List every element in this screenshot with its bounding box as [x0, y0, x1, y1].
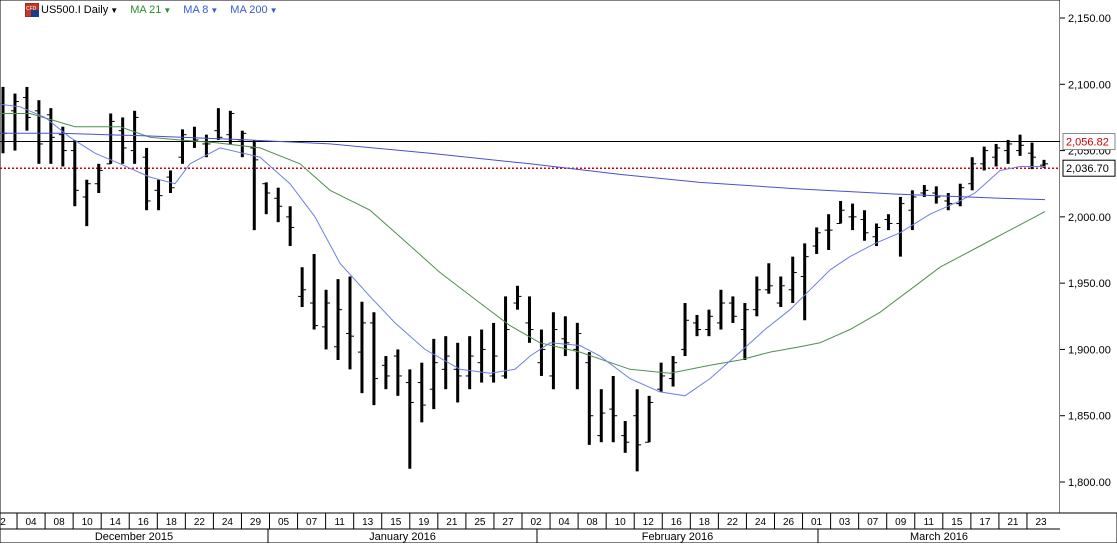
x-tick-label: 12 [643, 517, 655, 528]
month-label: January 2016 [369, 531, 436, 543]
x-tick-label: 25 [474, 517, 486, 528]
x-tick-label: 18 [699, 517, 711, 528]
y-tick-label: 1,950.00 [1068, 278, 1111, 290]
ma-line [0, 113, 1046, 374]
x-tick-label: 11 [334, 517, 345, 528]
y-tick-label: 2,000.00 [1068, 212, 1111, 224]
x-tick-label: 15 [951, 517, 963, 528]
high-price-label-box [1062, 133, 1116, 151]
ma-line [0, 132, 1046, 201]
x-tick-label: 29 [250, 517, 262, 528]
symbol-label: US500.I Daily [41, 4, 109, 16]
y-tick-label: 2,100.00 [1068, 79, 1111, 91]
x-tick-label: 2 [0, 517, 6, 528]
x-tick-label: 02 [530, 517, 542, 528]
x-tick-label: 19 [418, 517, 430, 528]
x-tick-label: 11 [924, 517, 935, 528]
x-tick-label: 04 [25, 517, 37, 528]
x-tick-label: 04 [559, 517, 571, 528]
indicator-label: MA 200 [230, 4, 268, 16]
x-tick-label: 13 [362, 517, 374, 528]
current-price-label: 2,036.70 [1066, 163, 1109, 175]
month-label: February 2016 [642, 531, 714, 543]
price-axis [1060, 0, 1117, 513]
x-tick-label: 10 [82, 517, 94, 528]
x-tick-label: 03 [839, 517, 851, 528]
x-tick-label: 23 [1035, 517, 1047, 528]
x-tick-label: 08 [587, 517, 599, 528]
x-tick-label: 14 [110, 517, 122, 528]
x-tick-label: 08 [54, 517, 66, 528]
high-price-label: 2,056.82 [1066, 137, 1109, 149]
chevron-down-icon: ▼ [110, 5, 119, 15]
x-tick-label: 01 [811, 517, 823, 528]
x-tick-label: 17 [979, 517, 991, 528]
x-tick-label: 09 [895, 517, 907, 528]
x-tick-label: 05 [278, 517, 290, 528]
y-tick-label: 1,850.00 [1068, 411, 1111, 423]
x-tick-label: 15 [390, 517, 402, 528]
x-tick-label: 18 [166, 517, 178, 528]
x-tick-label: 24 [222, 517, 234, 528]
x-tick-label: 27 [502, 517, 514, 528]
x-tick-label: 22 [194, 517, 206, 528]
chart-toolbar: CFD US500.I Daily ▼ MA 21 ▼ MA 8 ▼ MA 20… [0, 0, 290, 20]
plot-frame [0, 0, 1061, 514]
symbol-selector[interactable]: US500.I Daily ▼ [41, 4, 118, 16]
x-tick-label: 07 [867, 517, 879, 528]
x-tick-label: 26 [783, 517, 795, 528]
month-label: March 2016 [910, 531, 968, 543]
x-tick-label: 24 [755, 517, 767, 528]
indicator-label: MA 21 [130, 4, 162, 16]
cfd-icon: CFD [24, 2, 40, 18]
x-tick-label: 10 [615, 517, 627, 528]
x-tick-label: 16 [138, 517, 150, 528]
indicator-ma21[interactable]: MA 21 ▼ [130, 4, 171, 16]
chevron-down-icon: ▼ [163, 5, 172, 15]
x-tick-label: 21 [446, 517, 458, 528]
x-tick-label: 21 [1007, 517, 1019, 528]
time-axis [0, 512, 1117, 544]
y-tick-label: 1,800.00 [1068, 477, 1111, 489]
y-tick-label: 1,900.00 [1068, 344, 1111, 356]
indicator-label: MA 8 [183, 4, 209, 16]
svg-text:CFD: CFD [26, 6, 37, 12]
month-label: December 2015 [95, 531, 173, 543]
chevron-down-icon: ▼ [210, 5, 219, 15]
current-price-label-box [1062, 159, 1116, 177]
x-tick-label: 22 [727, 517, 739, 528]
y-tick-label: 2,150.00 [1068, 13, 1111, 25]
chevron-down-icon: ▼ [269, 5, 278, 15]
x-tick-label: 16 [671, 517, 683, 528]
x-tick-label: 07 [306, 517, 318, 528]
ma-line [0, 103, 1045, 397]
indicator-ma200[interactable]: MA 200 ▼ [230, 4, 277, 16]
indicator-ma8[interactable]: MA 8 ▼ [183, 4, 218, 16]
